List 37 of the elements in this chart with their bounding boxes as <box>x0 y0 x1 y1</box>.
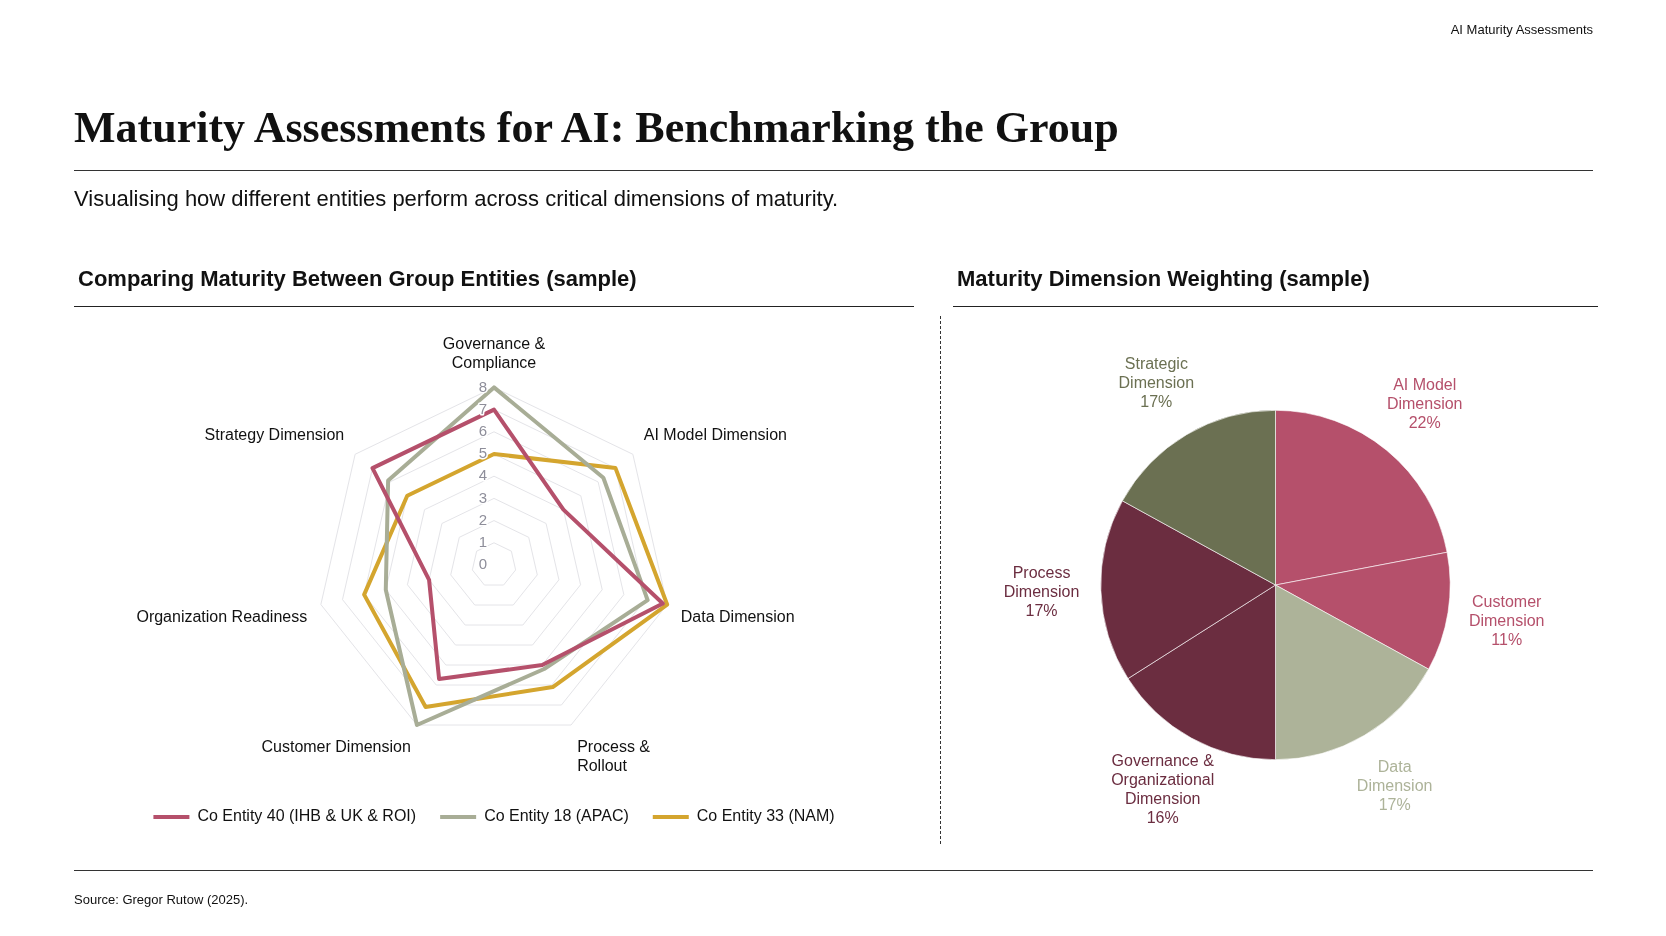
slice-label: Process Dimension <box>1003 563 1080 600</box>
spoke-label: AI Model Dimension <box>643 426 787 444</box>
slice-label: AI Model Dimension <box>1386 376 1463 413</box>
text: Visualising how different entities perform across critical dimensions of maturity. <box>74 186 839 212</box>
slice-label: Data Dimension <box>1356 757 1433 794</box>
y-tick-label: 0 <box>478 555 487 573</box>
y-tick-label: 5 <box>478 444 487 462</box>
chart-title: Maturity Dimension Weighting (sample) <box>953 266 1598 307</box>
slice-label: Customer Dimension <box>1468 593 1545 630</box>
source-note: Source: Gregor Rutow (2025). <box>74 892 249 907</box>
legend-label: Co Entity 40 (IHB & UK & ROI) <box>197 807 417 825</box>
text: AI Maturity Assessments <box>1450 22 1593 37</box>
spoke-label: Organization Readiness <box>136 607 308 625</box>
data-label: 17% <box>1378 795 1411 813</box>
legend-label: Co Entity 18 (APAC) <box>484 807 629 825</box>
y-tick-label: 8 <box>478 377 487 395</box>
chart-title: Comparing Maturity Between Group Entities (sample) <box>74 266 914 307</box>
y-tick-label: 6 <box>478 421 487 439</box>
y-tick-label: 3 <box>478 488 487 506</box>
spoke-label: Process & Rollout <box>577 737 651 774</box>
y-tick-label: 7 <box>478 399 487 417</box>
y-tick-label: 2 <box>478 510 487 528</box>
spoke-label: Strategy Dimension <box>204 426 345 444</box>
data-label: 11% <box>1491 631 1523 649</box>
spoke-label: Customer Dimension <box>261 737 411 755</box>
spoke-label: Governance & Compliance <box>442 335 546 372</box>
y-tick-label: 4 <box>478 466 487 484</box>
slice-label: Governance & Organizational Dimension <box>1111 752 1215 808</box>
spoke-label: Data Dimension <box>680 607 795 625</box>
y-tick-label: 1 <box>478 532 487 550</box>
slice-label: Strategic Dimension <box>1118 354 1195 391</box>
data-label: 22% <box>1408 414 1441 432</box>
data-label: 16% <box>1146 809 1179 827</box>
text: Maturity Assessments for AI: Benchmarking the Group <box>74 102 1119 153</box>
data-label: 17% <box>1140 392 1173 410</box>
legend-label: Co Entity 33 (NAM) <box>696 807 835 825</box>
data-label: 17% <box>1025 601 1058 619</box>
